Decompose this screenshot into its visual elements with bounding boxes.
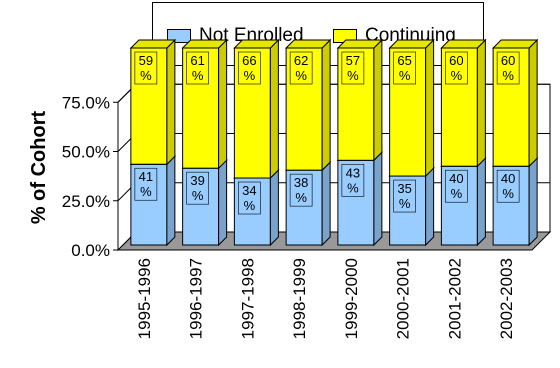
value-label-box (289, 173, 313, 207)
bar-side (166, 38, 176, 166)
x-tick-label: 2000-2001 (394, 258, 413, 339)
value-label-box (186, 51, 209, 85)
value-label-box (496, 169, 520, 203)
bar-top (233, 39, 280, 49)
y-tick-label: 25.0% (62, 192, 110, 211)
value-label-box (393, 179, 416, 213)
value-label: 60% (449, 53, 463, 83)
bar-side (476, 38, 486, 168)
bar-side (425, 166, 435, 247)
bar-side (528, 38, 538, 168)
value-label: 35% (397, 181, 411, 211)
bar-top (181, 39, 228, 49)
bar-top (336, 39, 384, 49)
bar-side (218, 158, 228, 247)
x-tick-label: 1998-1999 (290, 258, 309, 339)
bar-side (321, 160, 331, 247)
bar-side (425, 38, 435, 178)
bar-side (476, 156, 486, 247)
value-label: 62% (294, 53, 308, 83)
value-label-box (134, 167, 158, 201)
value-label-box (238, 51, 261, 85)
value-label: 59% (139, 53, 153, 83)
bar-side (528, 156, 538, 247)
y-tick-label: 75.0% (62, 93, 110, 112)
value-label-box (238, 181, 261, 215)
value-label-box (393, 51, 416, 85)
bar-top (129, 39, 177, 49)
bar-top (284, 39, 332, 49)
value-label: 61% (190, 53, 204, 83)
x-tick-label: 1997-1998 (238, 258, 257, 339)
value-label-box (341, 51, 365, 85)
value-label: 34% (242, 183, 256, 213)
bar-side (321, 38, 331, 172)
y-tick-label: 50.0% (62, 143, 110, 162)
value-label-box (134, 51, 158, 85)
bar-side (373, 38, 383, 162)
bar-top (388, 39, 435, 49)
y-tick-label: 0.0% (71, 241, 110, 260)
value-label-box (496, 51, 520, 85)
value-label: 41% (139, 169, 153, 199)
value-label: 40% (449, 171, 463, 201)
value-label: 66% (242, 53, 256, 83)
value-label-box (341, 163, 365, 197)
value-label: 57% (346, 53, 360, 83)
bar-top (440, 39, 487, 49)
value-label-box (186, 171, 209, 205)
bar-side (218, 38, 228, 170)
value-label-box (445, 169, 468, 203)
value-label-box (289, 51, 313, 85)
bar-top (491, 39, 539, 49)
value-label: 60% (501, 53, 515, 83)
bar-side (166, 155, 176, 247)
x-tick-label: 1995-1996 (135, 258, 154, 339)
value-label-box (445, 51, 468, 85)
bar-side (269, 168, 279, 247)
x-tick-label: 1996-1997 (187, 258, 206, 339)
x-tick-label: 2002-2003 (497, 258, 516, 339)
value-label: 40% (501, 171, 515, 201)
bar-side (373, 151, 383, 247)
value-label: 39% (190, 173, 204, 203)
value-label: 43% (346, 165, 360, 195)
value-label: 38% (294, 175, 308, 205)
x-tick-label: 1999-2000 (342, 258, 361, 339)
x-tick-label: 2001-2002 (445, 258, 464, 339)
value-label: 65% (397, 53, 411, 83)
bar-side (269, 38, 279, 180)
